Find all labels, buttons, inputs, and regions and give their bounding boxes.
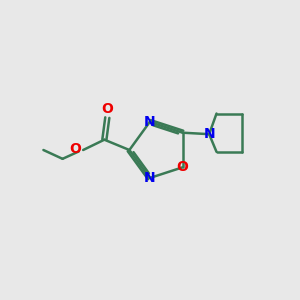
Text: O: O bbox=[177, 160, 189, 174]
Text: O: O bbox=[101, 102, 113, 116]
Text: N: N bbox=[203, 127, 215, 141]
Text: N: N bbox=[144, 171, 155, 185]
Text: O: O bbox=[69, 142, 81, 155]
Text: N: N bbox=[144, 115, 155, 129]
